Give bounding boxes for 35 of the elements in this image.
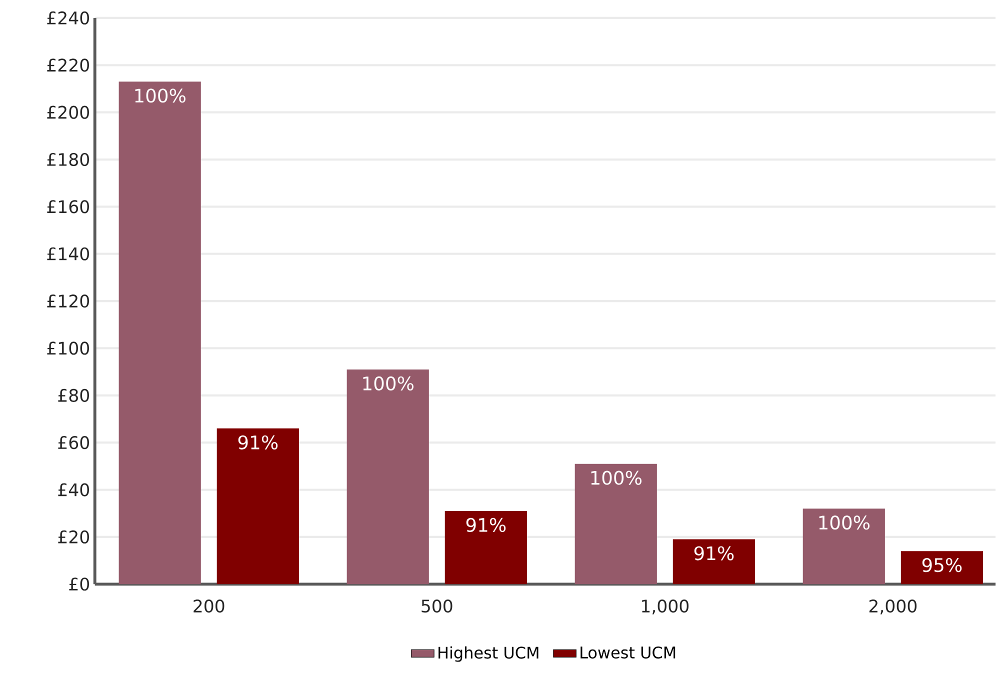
bar <box>672 539 755 584</box>
y-tick-label: £180 <box>47 152 89 166</box>
y-tick-label: £160 <box>47 200 89 214</box>
x-tick-label: 2,000 <box>869 599 917 614</box>
y-tick-label: £100 <box>47 342 89 355</box>
annotation: 95% <box>922 558 962 572</box>
y-tick-label: £40 <box>58 483 90 496</box>
y-tick-label: £140 <box>47 247 89 260</box>
y-tick-label: £0 <box>69 578 90 591</box>
annotation: 100% <box>819 516 870 530</box>
annotation: 100% <box>591 470 642 485</box>
bar <box>444 511 527 584</box>
annotation: 100% <box>363 376 414 390</box>
y-tick-label: £80 <box>58 388 90 402</box>
bar <box>900 551 983 584</box>
x-tick-label: 1,000 <box>642 599 689 614</box>
bar <box>802 508 885 584</box>
annotation: 91% <box>238 435 278 450</box>
annotation: 100% <box>135 88 186 103</box>
annotation: 91% <box>466 518 506 532</box>
x-tick-label: 200 <box>194 599 224 613</box>
y-tick-label: £60 <box>58 436 90 450</box>
annotation: 91% <box>694 546 734 560</box>
bar <box>118 82 201 584</box>
bar <box>346 369 429 584</box>
legend-label: Lowest UCM <box>580 646 676 659</box>
y-tick-label: £120 <box>47 294 89 308</box>
y-tick-label: £200 <box>47 106 89 119</box>
y-tick-label: £240 <box>47 11 89 25</box>
bar <box>216 428 299 584</box>
y-tick-label: £20 <box>58 530 90 544</box>
legend-label: Highest UCM <box>438 646 538 662</box>
x-tick-label: 500 <box>422 599 452 613</box>
y-tick-label: £220 <box>47 58 89 72</box>
bar <box>574 464 657 584</box>
